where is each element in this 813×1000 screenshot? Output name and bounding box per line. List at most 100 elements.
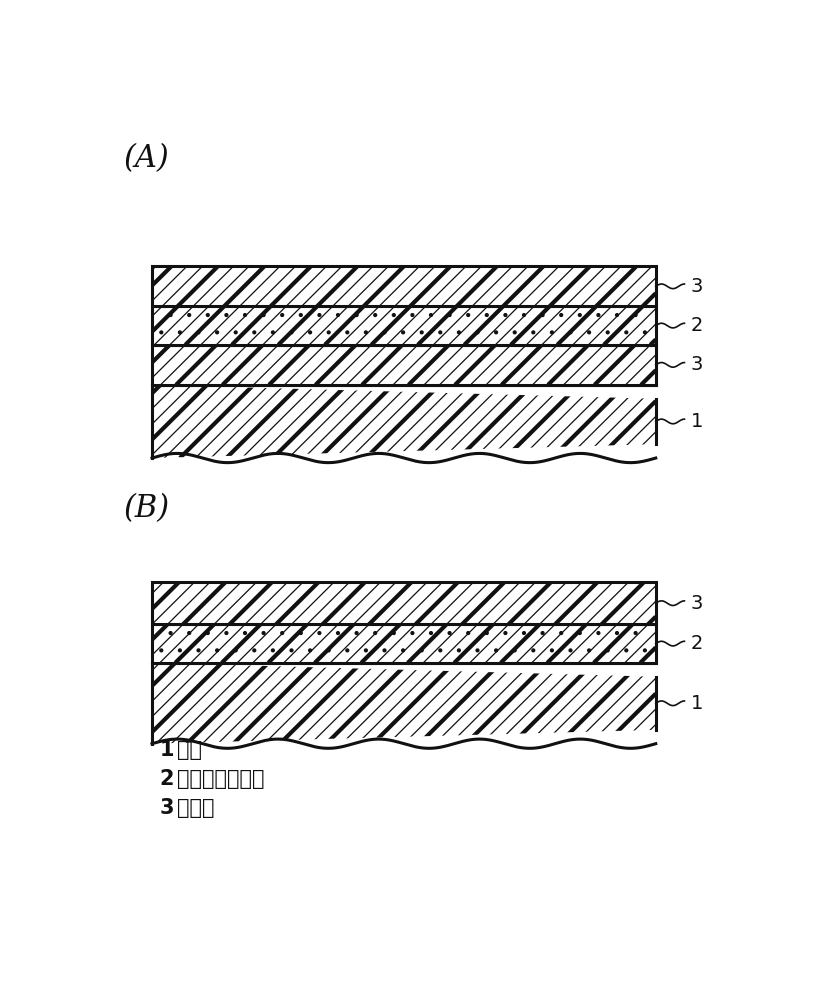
Circle shape — [197, 649, 200, 652]
Polygon shape — [152, 624, 656, 663]
Circle shape — [272, 331, 274, 334]
Circle shape — [560, 632, 563, 634]
Circle shape — [634, 632, 637, 634]
Circle shape — [280, 314, 284, 316]
Circle shape — [578, 314, 581, 316]
Polygon shape — [152, 345, 656, 385]
Circle shape — [429, 632, 433, 634]
Circle shape — [485, 314, 488, 316]
Circle shape — [244, 314, 246, 316]
Circle shape — [541, 314, 544, 316]
Circle shape — [355, 632, 358, 634]
Text: 保护层: 保护层 — [176, 798, 215, 818]
Circle shape — [429, 314, 433, 316]
Text: (A): (A) — [124, 143, 169, 174]
Text: 3: 3 — [690, 355, 703, 374]
Circle shape — [318, 314, 321, 316]
Circle shape — [439, 331, 441, 334]
Text: 3: 3 — [159, 798, 174, 818]
Circle shape — [485, 632, 488, 634]
Circle shape — [625, 649, 628, 652]
Circle shape — [160, 649, 163, 652]
Circle shape — [169, 632, 172, 634]
Circle shape — [207, 632, 209, 634]
Circle shape — [532, 331, 535, 334]
Polygon shape — [152, 582, 656, 624]
Circle shape — [569, 649, 572, 652]
Circle shape — [169, 314, 172, 316]
Circle shape — [188, 314, 190, 316]
Polygon shape — [152, 663, 656, 744]
Text: 含金属纳米线层: 含金属纳米线层 — [176, 769, 264, 789]
Circle shape — [458, 649, 460, 652]
Circle shape — [364, 649, 367, 652]
Circle shape — [280, 632, 284, 634]
Polygon shape — [152, 306, 656, 345]
Text: 基板: 基板 — [176, 740, 202, 760]
Circle shape — [215, 649, 219, 652]
Circle shape — [299, 632, 302, 634]
Circle shape — [494, 331, 498, 334]
Circle shape — [597, 632, 600, 634]
Circle shape — [606, 649, 609, 652]
Circle shape — [420, 331, 423, 334]
Circle shape — [383, 331, 386, 334]
Polygon shape — [152, 266, 656, 306]
Circle shape — [234, 331, 237, 334]
Circle shape — [364, 331, 367, 334]
Circle shape — [215, 331, 219, 334]
Text: 2: 2 — [690, 316, 703, 335]
Circle shape — [346, 331, 349, 334]
Circle shape — [448, 632, 451, 634]
Circle shape — [634, 314, 637, 316]
Circle shape — [253, 649, 256, 652]
Circle shape — [346, 649, 349, 652]
Circle shape — [411, 314, 414, 316]
Circle shape — [328, 649, 330, 652]
Text: 1: 1 — [159, 740, 174, 760]
Circle shape — [402, 331, 405, 334]
Circle shape — [467, 632, 470, 634]
Circle shape — [476, 331, 479, 334]
Polygon shape — [152, 306, 656, 345]
Circle shape — [625, 331, 628, 334]
Circle shape — [513, 649, 516, 652]
Circle shape — [272, 649, 274, 652]
Circle shape — [393, 314, 395, 316]
Circle shape — [550, 331, 554, 334]
Circle shape — [532, 649, 535, 652]
Circle shape — [597, 314, 600, 316]
Circle shape — [309, 331, 311, 334]
Text: (B): (B) — [124, 493, 169, 524]
Circle shape — [318, 632, 321, 634]
Circle shape — [179, 649, 181, 652]
Circle shape — [355, 314, 358, 316]
Polygon shape — [152, 385, 656, 458]
Circle shape — [467, 314, 470, 316]
Circle shape — [569, 331, 572, 334]
Circle shape — [420, 649, 423, 652]
Circle shape — [188, 632, 190, 634]
Circle shape — [588, 649, 590, 652]
Circle shape — [337, 314, 339, 316]
Circle shape — [290, 649, 293, 652]
Circle shape — [560, 314, 563, 316]
Circle shape — [411, 632, 414, 634]
Polygon shape — [152, 306, 656, 345]
Circle shape — [207, 314, 209, 316]
Polygon shape — [152, 624, 656, 663]
Polygon shape — [152, 385, 656, 458]
Circle shape — [541, 632, 544, 634]
Polygon shape — [152, 582, 656, 624]
Circle shape — [504, 632, 506, 634]
Circle shape — [197, 331, 200, 334]
Circle shape — [550, 649, 554, 652]
Circle shape — [328, 331, 330, 334]
Circle shape — [263, 632, 265, 634]
Text: 1: 1 — [690, 694, 703, 713]
Circle shape — [337, 632, 339, 634]
Circle shape — [402, 649, 405, 652]
Text: 2: 2 — [690, 634, 703, 653]
Circle shape — [644, 331, 646, 334]
Circle shape — [374, 632, 376, 634]
